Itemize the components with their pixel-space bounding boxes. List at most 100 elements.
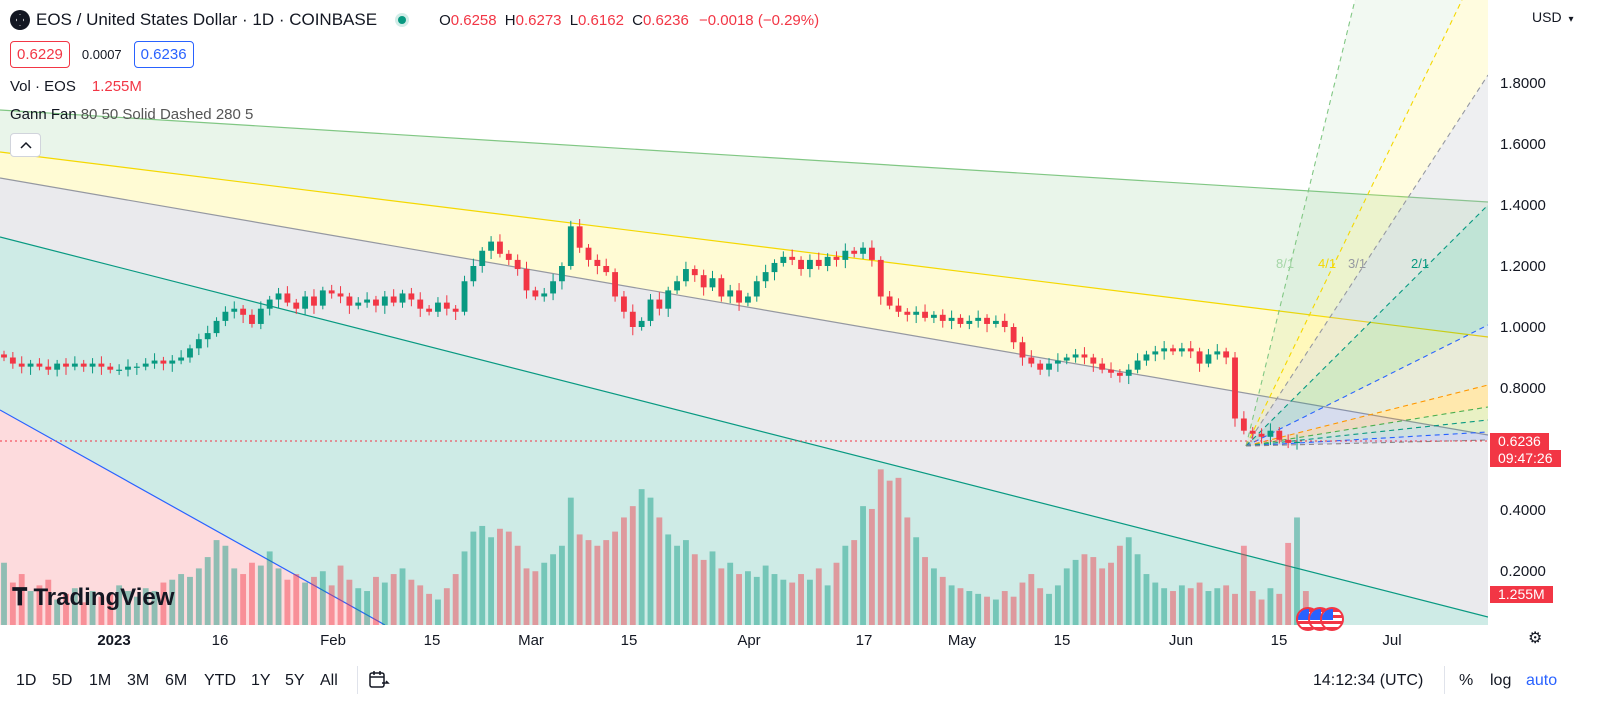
price-axis: 0.20000.40000.60000.80001.00001.20001.40… xyxy=(1488,0,1600,625)
close-label: C xyxy=(632,11,643,29)
market-open-icon xyxy=(395,13,410,27)
ohlc-values: O0.6258 H0.6273 L0.6162 C0.6236 −0.0018 … xyxy=(435,12,819,29)
candle-body xyxy=(1249,430,1256,434)
candle-body xyxy=(868,247,875,260)
economic-events[interactable] xyxy=(1296,607,1344,631)
volume-bar xyxy=(488,537,495,625)
tradingview-watermark[interactable]: 𝐓 TradingView xyxy=(12,584,174,612)
candle-body xyxy=(1170,348,1176,352)
chart-canvas[interactable]: 8/14/13/12/1 0.20000.40000.60000.80001.0… xyxy=(0,0,1600,660)
candle-body xyxy=(532,290,539,297)
indicator-legend[interactable]: Gann Fan 80 50 Solid Dashed 280 5 xyxy=(10,106,253,123)
range-1m-button[interactable]: 1M xyxy=(89,672,112,689)
volume-bar xyxy=(736,574,742,625)
candle-body xyxy=(213,320,220,334)
volume-bar xyxy=(125,591,131,625)
volume-bar xyxy=(1072,559,1079,625)
range-1y-button[interactable]: 1Y xyxy=(251,672,271,689)
fan-zone-yellow xyxy=(0,152,1488,435)
open-value: 0.6258 xyxy=(450,11,497,29)
candle-body xyxy=(789,256,796,260)
gann-fan-label: 3/1 xyxy=(1348,256,1366,271)
volume-bar xyxy=(1028,574,1035,625)
candle-body xyxy=(408,293,415,300)
candle-body xyxy=(665,290,672,309)
sell-button[interactable]: 0.6229 xyxy=(10,41,70,68)
collapse-legend-button[interactable] xyxy=(10,133,41,157)
candle-body xyxy=(1090,357,1097,364)
volume-bar xyxy=(966,591,973,625)
candle-body xyxy=(727,290,734,297)
candle-body xyxy=(311,296,317,306)
price-tick-label: 1.0000 xyxy=(1500,319,1546,336)
range-ytd-button[interactable]: YTD xyxy=(204,672,236,689)
volume-bar xyxy=(142,588,149,625)
candle-body xyxy=(364,299,371,303)
volume-bar xyxy=(984,596,990,625)
volume-bar xyxy=(240,574,247,625)
current-price-tag: 0.6236 xyxy=(1490,433,1549,450)
volume-bar xyxy=(116,585,123,625)
currency-selector[interactable]: USD ▾ xyxy=(1532,9,1573,25)
fan-ray xyxy=(1245,0,1356,447)
fan-ray xyxy=(1245,431,1488,447)
range-5d-button[interactable]: 5D xyxy=(52,672,73,689)
range-6m-button[interactable]: 6M xyxy=(165,672,188,689)
volume-bar xyxy=(417,585,424,625)
candle-body xyxy=(1072,354,1079,358)
utc-clock[interactable]: 14:12:34 (UTC) xyxy=(1313,672,1424,689)
volume-bar xyxy=(1276,593,1283,625)
log-toggle[interactable]: log xyxy=(1490,672,1512,689)
high-value: 0.6273 xyxy=(515,11,562,29)
fan-ray xyxy=(1245,439,1488,447)
candle-body xyxy=(709,278,716,288)
us-flag-icon[interactable] xyxy=(1320,607,1344,631)
candle-body xyxy=(337,293,344,297)
candle-body xyxy=(966,320,973,324)
fan-zone-gray xyxy=(0,178,1488,617)
volume-bar xyxy=(629,506,636,625)
volume-bar xyxy=(18,574,25,625)
candle-body xyxy=(54,363,61,370)
candle-body xyxy=(523,269,530,291)
gear-icon[interactable]: ⚙ xyxy=(1528,630,1543,647)
percent-toggle[interactable]: % xyxy=(1459,672,1474,689)
volume-bar xyxy=(789,582,796,625)
volume-bar xyxy=(647,497,654,625)
volume-bar xyxy=(231,568,238,625)
volume-bar xyxy=(806,579,813,625)
volume-bar xyxy=(709,551,716,625)
volume-bar xyxy=(63,593,69,625)
range-all-button[interactable]: All xyxy=(320,672,338,689)
candle-body xyxy=(567,226,574,266)
time-tick-label: Jul xyxy=(1382,632,1401,649)
volume-bar xyxy=(373,576,379,625)
candle-body xyxy=(328,290,335,294)
auto-scale-toggle[interactable]: auto xyxy=(1526,672,1558,689)
candle-body xyxy=(116,369,123,371)
volume-bar xyxy=(36,585,43,625)
open-label: O xyxy=(439,11,451,29)
range-5y-button[interactable]: 5Y xyxy=(285,672,305,689)
calendar-range-icon[interactable] xyxy=(368,669,390,691)
volume-bar xyxy=(346,579,353,625)
volume-bar xyxy=(9,582,16,625)
range-3m-button[interactable]: 3M xyxy=(127,672,150,689)
volume-legend[interactable]: Vol · EOS 1.255M xyxy=(10,78,142,95)
candle-body xyxy=(1099,363,1106,370)
volume-bar xyxy=(266,551,273,625)
range-1d-button[interactable]: 1D xyxy=(16,672,37,689)
buy-button[interactable]: 0.6236 xyxy=(133,41,194,68)
eos-logo-icon xyxy=(10,10,30,30)
volume-bar xyxy=(222,545,229,625)
candle-body xyxy=(886,296,893,306)
volume-bar xyxy=(638,489,645,625)
volume-bar xyxy=(1196,582,1203,625)
candle-body xyxy=(169,360,176,364)
candle-body xyxy=(36,363,43,367)
fan-sector xyxy=(1246,0,1488,446)
symbol-legend[interactable]: EOS / United States Dollar · 1D · COINBA… xyxy=(10,10,819,30)
volume-bars xyxy=(1,469,1309,625)
symbol-title[interactable]: EOS / United States Dollar · 1D · COINBA… xyxy=(36,10,378,29)
volume-bar xyxy=(868,508,875,625)
